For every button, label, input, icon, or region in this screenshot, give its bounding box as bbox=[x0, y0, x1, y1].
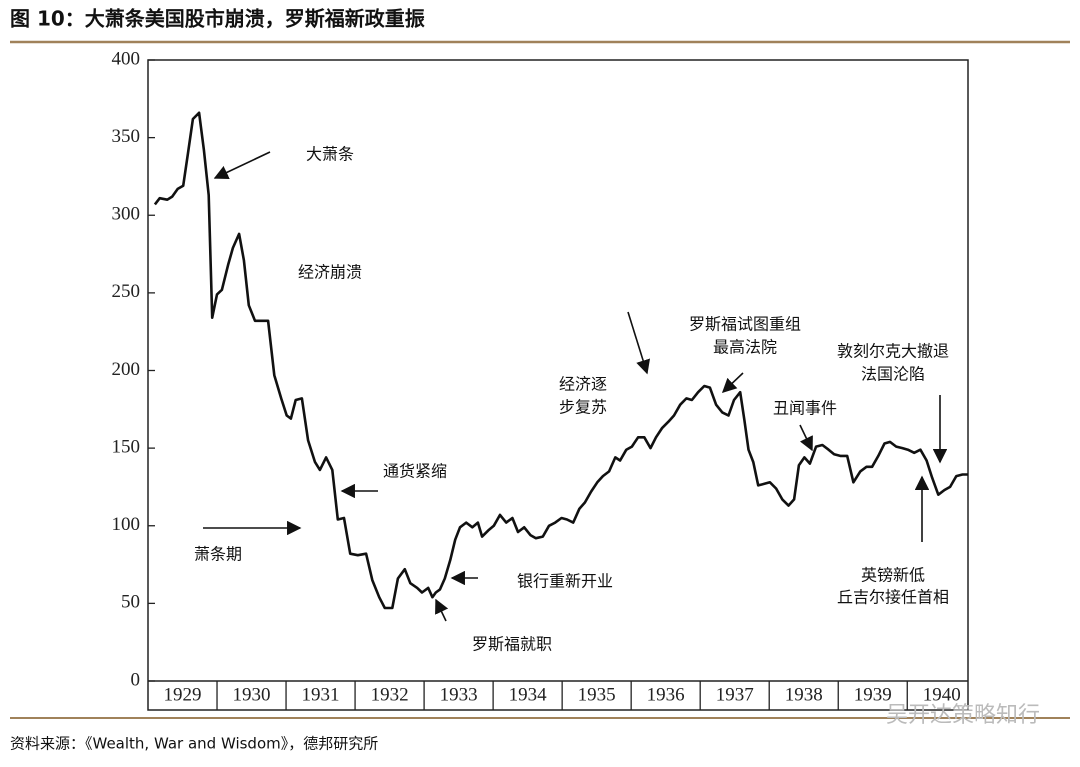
x-tick-label: 1937 bbox=[716, 684, 754, 705]
x-tick-label: 1935 bbox=[578, 684, 616, 705]
annotation: 大萧条 bbox=[306, 145, 354, 164]
x-tick-label: 1933 bbox=[440, 684, 478, 705]
x-tick-label: 1929 bbox=[164, 684, 202, 705]
y-tick-label: 400 bbox=[112, 48, 141, 69]
arrow bbox=[627, 311, 651, 375]
plot-area: 0 50 100 150 200 250 300 350 400 1929 1930 1931 1932… bbox=[112, 48, 968, 710]
annotation: 萧条期 bbox=[194, 545, 242, 564]
x-tick-label: 1938 bbox=[785, 684, 823, 705]
y-tick-label: 100 bbox=[112, 514, 141, 535]
annotation: 经济崩溃 bbox=[298, 263, 362, 282]
y-tick-label: 300 bbox=[112, 204, 141, 225]
annotation: 丑闻事件 bbox=[773, 399, 837, 418]
arrow bbox=[799, 424, 813, 452]
annotation: 通货紧缩 bbox=[383, 462, 447, 481]
watermark: 吴开达策略知行 bbox=[886, 703, 1040, 728]
chart-title: 图 10：大萧条美国股市崩溃，罗斯福新政重振 bbox=[10, 7, 425, 31]
annotation: 银行重新开业 bbox=[517, 572, 613, 591]
arrow bbox=[213, 151, 271, 179]
annotation: 最高法院 bbox=[713, 338, 777, 357]
annotation: 经济逐 bbox=[559, 375, 607, 394]
annotations: 大萧条 经济崩溃 通货紧缩 萧条期 银行重新开业 罗斯福就职 经济逐 步复苏 罗… bbox=[194, 145, 949, 654]
annotation: 罗斯福就职 bbox=[472, 635, 552, 654]
y-tick-label: 50 bbox=[121, 592, 140, 613]
y-tick-label: 350 bbox=[112, 126, 141, 147]
x-tick-label: 1932 bbox=[371, 684, 409, 705]
plot-frame bbox=[147, 59, 969, 711]
annotation: 英镑新低 bbox=[861, 566, 925, 585]
x-tick-label: 1930 bbox=[233, 684, 271, 705]
x-tick-label: 1940 bbox=[923, 684, 961, 705]
arrow bbox=[435, 598, 449, 622]
annotation: 丘吉尔接任首相 bbox=[837, 588, 949, 607]
x-tick-label: 1934 bbox=[509, 684, 548, 705]
y-tick-label: 0 bbox=[131, 669, 141, 690]
y-tick-label: 200 bbox=[112, 359, 141, 380]
annotation: 步复苏 bbox=[559, 398, 607, 417]
source-note: 资料来源：《Wealth, War and Wisdom》，德邦研究所 bbox=[10, 735, 378, 753]
x-tick-label: 1931 bbox=[302, 684, 340, 705]
x-tick-label: 1939 bbox=[854, 684, 892, 705]
annotation: 罗斯福试图重组 bbox=[689, 315, 801, 334]
annotation: 法国沦陷 bbox=[861, 365, 925, 384]
annotation: 敦刻尔克大撤退 bbox=[837, 342, 949, 361]
y-tick-label: 150 bbox=[112, 436, 141, 457]
x-tick-label: 1936 bbox=[647, 684, 685, 705]
y-tick-label: 250 bbox=[112, 281, 141, 302]
data-line bbox=[153, 111, 968, 610]
arrow bbox=[721, 372, 744, 393]
